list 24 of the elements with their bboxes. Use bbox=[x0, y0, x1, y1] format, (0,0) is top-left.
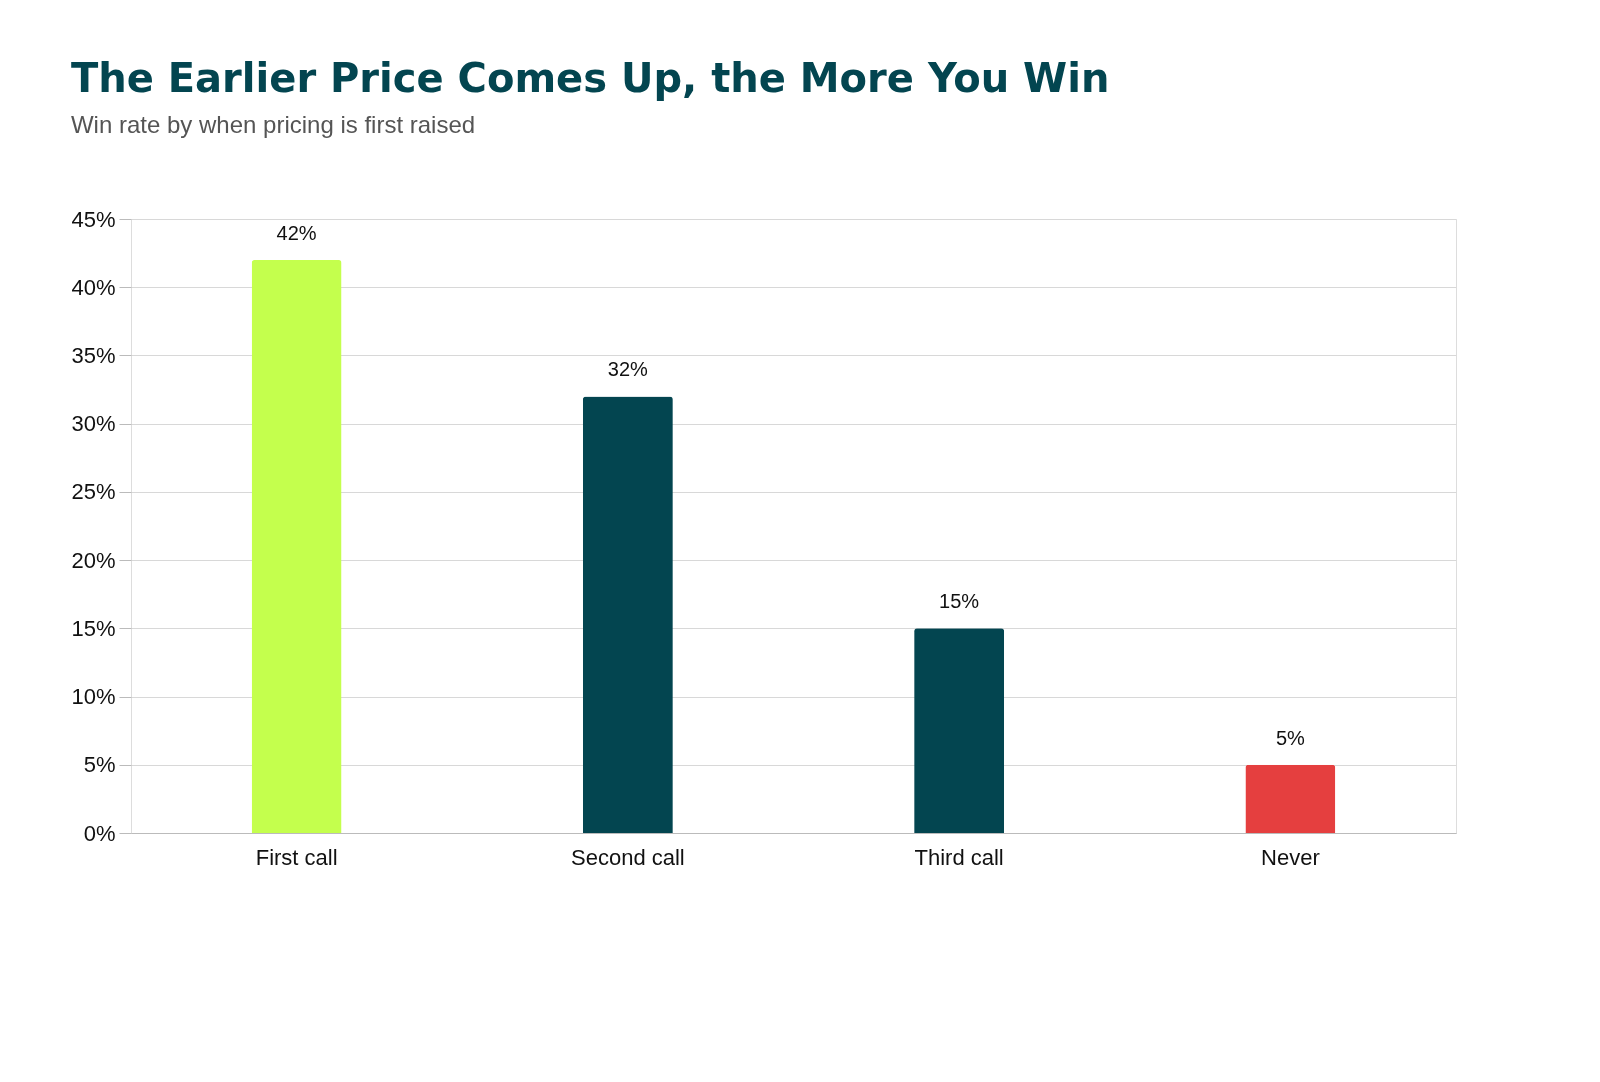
y-tick-label: 40% bbox=[71, 274, 116, 300]
bar bbox=[582, 396, 673, 833]
data-label: 15% bbox=[939, 590, 980, 613]
y-tick-label: 15% bbox=[71, 615, 116, 641]
x-tick-label: Third call bbox=[914, 844, 1004, 870]
y-tick-label: 20% bbox=[71, 547, 116, 573]
y-tick-label: 30% bbox=[71, 411, 116, 437]
bar bbox=[1245, 764, 1336, 833]
data-label: 5% bbox=[1275, 726, 1306, 749]
y-tick-label: 5% bbox=[83, 752, 116, 778]
y-tick-label: 25% bbox=[71, 479, 116, 505]
chart-title: The Earlier Price Comes Up, the More You Win bbox=[70, 55, 1110, 101]
x-tick-label: Second call bbox=[571, 844, 685, 870]
y-tick-label: 35% bbox=[71, 342, 116, 368]
x-tick-label: Never bbox=[1261, 844, 1320, 870]
x-tick-label: First call bbox=[255, 844, 338, 870]
bar bbox=[914, 628, 1005, 833]
y-tick-label: 0% bbox=[83, 820, 116, 846]
y-tick-label: 10% bbox=[71, 684, 116, 710]
data-label: 32% bbox=[607, 358, 649, 381]
chart-subtitle: Win rate by when pricing is first raised bbox=[70, 111, 476, 138]
data-label: 42% bbox=[276, 221, 317, 244]
y-tick-label: 45% bbox=[71, 206, 116, 232]
bar bbox=[251, 259, 342, 833]
